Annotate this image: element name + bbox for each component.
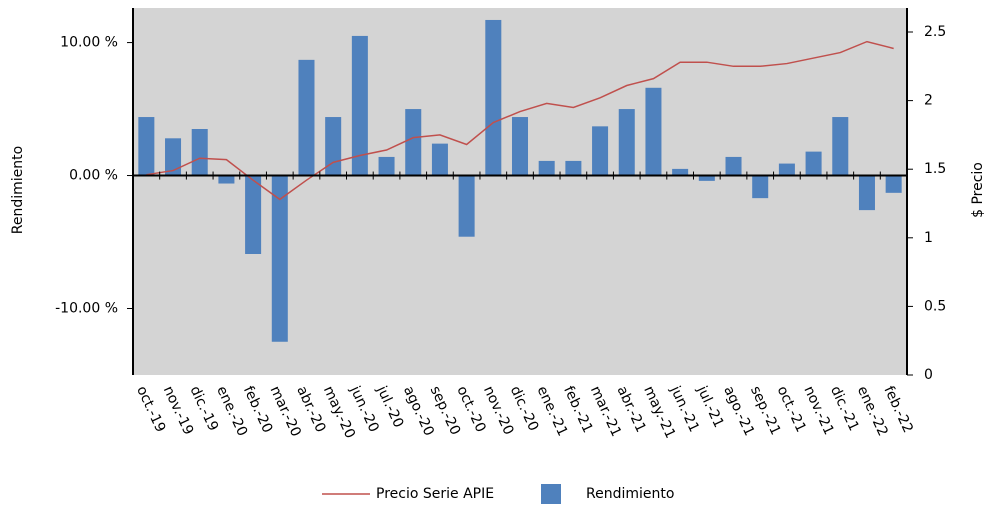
y2-tick-label: 1.5 (924, 161, 946, 177)
bar (645, 87, 662, 176)
y2-tick-label: 1 (924, 230, 933, 246)
y2-tick-label: 2 (924, 93, 933, 109)
bar (405, 109, 422, 176)
bar (218, 175, 235, 184)
y2-tick-label: 0 (924, 367, 933, 383)
bar (165, 138, 182, 176)
bar (138, 117, 155, 176)
legend-label: Precio Serie APIE (376, 486, 494, 502)
y-tick-label: -10.00 % (55, 301, 118, 317)
bar (351, 35, 368, 176)
bar (565, 160, 582, 176)
bar (271, 175, 288, 342)
y-tick-label: 10.00 % (60, 35, 118, 51)
legend-label: Rendimiento (586, 486, 674, 502)
plot-area (133, 8, 907, 375)
bar (752, 175, 769, 199)
bar (698, 175, 715, 181)
y-tick-label: 0.00 % (69, 168, 118, 184)
y2-tick-label: 2.5 (924, 24, 946, 40)
bar (885, 175, 902, 193)
bar (725, 156, 742, 176)
bar (778, 163, 795, 176)
bar (191, 129, 208, 176)
bar (592, 126, 609, 176)
bar (298, 59, 315, 176)
bar (538, 160, 555, 176)
bar (618, 109, 635, 176)
bar (245, 175, 262, 254)
bar (511, 117, 529, 176)
y2-axis-label: $ Precio (970, 162, 986, 218)
bar (858, 175, 875, 211)
bar (458, 175, 475, 237)
bar (378, 156, 395, 176)
bar (431, 143, 448, 176)
bar (672, 168, 689, 176)
y-axis-label: Rendimiento (10, 146, 26, 234)
bar (832, 117, 849, 176)
bar (485, 19, 502, 176)
bar (805, 151, 822, 176)
price-line (146, 40, 894, 201)
y2-tick-label: 0.5 (924, 298, 946, 314)
legend-swatch (541, 484, 561, 504)
